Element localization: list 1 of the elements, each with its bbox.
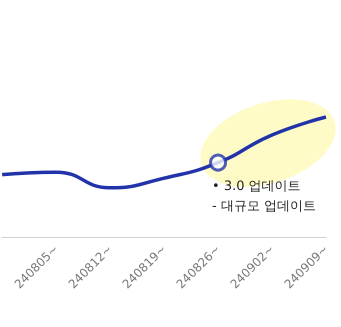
- annotation: • 3.0 업데이트 - 대규모 업데이트: [212, 179, 316, 214]
